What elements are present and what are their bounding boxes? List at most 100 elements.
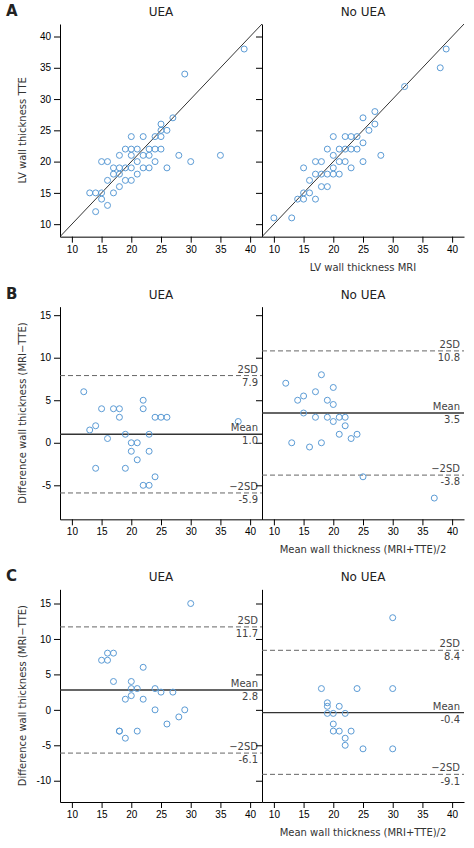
plot-area xyxy=(262,615,464,775)
point xyxy=(110,171,116,177)
x-tick-label: 40 xyxy=(447,244,459,255)
point xyxy=(342,735,348,741)
x-axis: 10152025303540 xyxy=(263,802,465,820)
x-tick-label: 35 xyxy=(215,809,227,820)
y-tick: 0 xyxy=(45,437,60,448)
point xyxy=(93,209,99,215)
point xyxy=(110,678,116,684)
x-tick-label: 10 xyxy=(269,526,281,537)
point xyxy=(336,728,342,734)
point xyxy=(348,728,354,734)
x-tick: 10 xyxy=(67,802,79,820)
reference-line xyxy=(60,753,262,754)
point xyxy=(140,482,146,488)
point xyxy=(81,389,87,395)
y-tick xyxy=(256,37,262,38)
reference-line xyxy=(262,412,464,413)
x-tick-label: 40 xyxy=(447,526,459,537)
panel-label: B xyxy=(6,285,17,303)
x-tick: 10 xyxy=(269,237,281,255)
x-tick: 15 xyxy=(97,519,109,537)
x-tick: 10 xyxy=(269,519,281,537)
title: No UEA xyxy=(341,570,386,584)
x-tick: 40 xyxy=(245,237,257,255)
point xyxy=(152,414,158,420)
point xyxy=(330,721,336,727)
x-tick: 30 xyxy=(388,802,400,820)
point xyxy=(307,177,313,183)
point xyxy=(378,152,384,158)
x-tick-label: 30 xyxy=(388,526,400,537)
y-tick: 5 xyxy=(45,669,60,680)
x-tick: 20 xyxy=(126,237,138,255)
reference-value-label: 7.9 xyxy=(242,377,258,388)
point xyxy=(336,703,342,709)
point xyxy=(348,165,354,171)
point xyxy=(110,190,116,196)
x-tick-mark xyxy=(131,519,132,525)
reference-line xyxy=(60,375,262,376)
y-tick-mark xyxy=(54,99,60,100)
point xyxy=(134,171,140,177)
x-tick: 10 xyxy=(67,237,79,255)
panel: 10152025303540-5051015Mean1.02SD7.9−2SD-… xyxy=(17,288,263,538)
point xyxy=(241,46,247,52)
x-tick: 40 xyxy=(245,519,257,537)
y-axis-line xyxy=(262,25,263,238)
x-tick-label: 10 xyxy=(67,809,79,820)
point xyxy=(99,159,105,165)
point xyxy=(372,121,378,127)
y-tick-label: 0 xyxy=(45,437,51,448)
x-axis: 10152025303540 xyxy=(61,237,263,255)
point xyxy=(158,127,164,133)
point xyxy=(105,650,111,656)
x-tick-mark xyxy=(304,237,305,243)
reference-value-label: -0.4 xyxy=(440,714,460,725)
reference-value-label: -9.1 xyxy=(440,776,460,787)
y-tick-label: -10 xyxy=(37,775,52,786)
identity-line xyxy=(60,24,262,237)
point xyxy=(354,134,360,140)
reference-value-label: -3.8 xyxy=(440,476,460,487)
point xyxy=(348,134,354,140)
title: UEA xyxy=(149,5,174,19)
x-tick-mark xyxy=(274,237,275,243)
point xyxy=(134,686,140,692)
x-tick-label: 20 xyxy=(126,244,138,255)
point xyxy=(330,728,336,734)
x-tick-label: 25 xyxy=(358,244,370,255)
x-tick: 35 xyxy=(417,802,429,820)
y-tick-mark xyxy=(54,358,60,359)
y-tick xyxy=(256,193,262,194)
point xyxy=(324,414,330,420)
panel: 10152025303540-10-5051015Mean2.82SD11.7−… xyxy=(17,570,263,820)
point xyxy=(324,184,330,190)
x-tick-label: 35 xyxy=(417,526,429,537)
point xyxy=(134,146,140,152)
point xyxy=(140,664,146,670)
reference-label: 2SD xyxy=(440,339,461,350)
x-tick-mark xyxy=(304,802,305,808)
panel-label: A xyxy=(6,2,18,20)
point xyxy=(99,406,105,412)
y-tick-mark xyxy=(54,485,60,486)
point xyxy=(146,482,152,488)
y-tick xyxy=(256,130,262,131)
y-tick-mark xyxy=(256,443,262,444)
point xyxy=(360,140,366,146)
point xyxy=(152,707,158,713)
plot-area xyxy=(60,601,262,754)
x-tick-mark xyxy=(393,802,394,808)
point xyxy=(217,152,223,158)
y-tick xyxy=(256,400,262,401)
point xyxy=(324,171,330,177)
y-axis-line xyxy=(60,590,61,803)
point xyxy=(110,650,116,656)
x-tick-label: 40 xyxy=(447,809,459,820)
x-axis-title: Mean wall thickness (MRI+TTE)/2 xyxy=(280,827,447,838)
panel: 10152025303540Mean-0.42SD8.4−2SD-9.1No U… xyxy=(256,570,465,838)
y-tick-label: 10 xyxy=(40,219,52,230)
point xyxy=(122,146,128,152)
point xyxy=(116,171,122,177)
x-tick: 20 xyxy=(328,802,340,820)
